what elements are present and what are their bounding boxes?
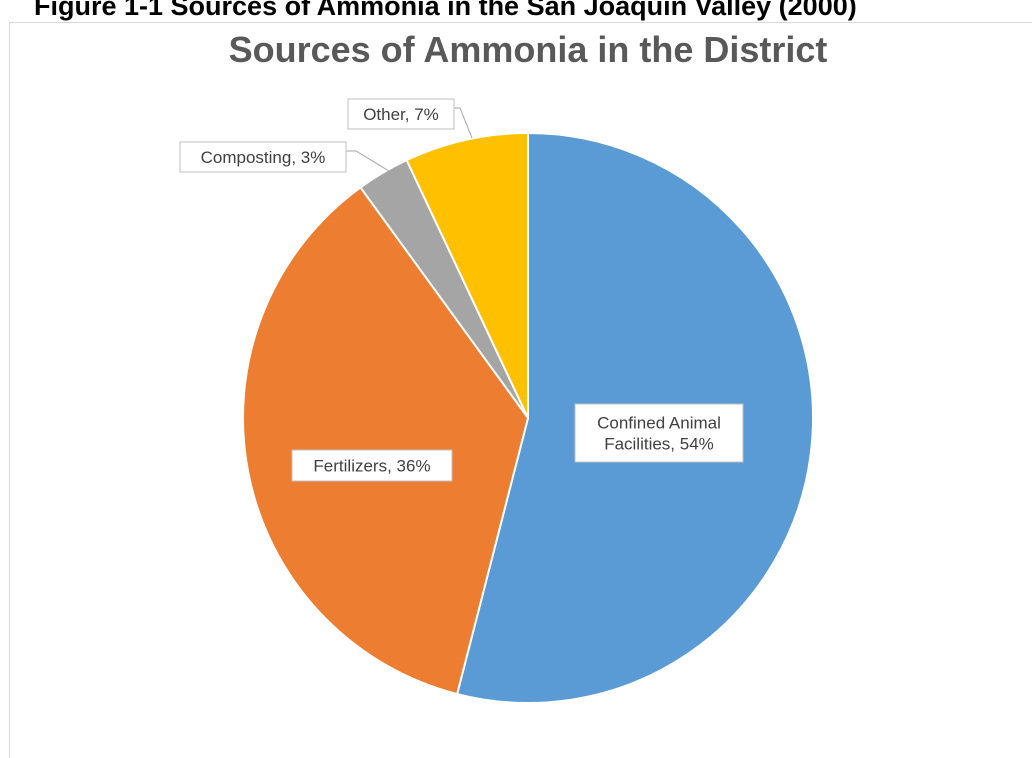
data-label-line: Fertilizers, 36% (313, 457, 430, 476)
data-label-fertilizers: Fertilizers, 36% (313, 457, 430, 476)
pie-slice-other (405, 131, 529, 419)
data-label-line: Composting, 3% (201, 148, 326, 167)
data-label-box-confined-animal-facilities (574, 403, 744, 463)
data-label-box-other (347, 98, 455, 130)
data-label-composting: Composting, 3% (201, 148, 326, 167)
chart-frame-top-border (9, 22, 1032, 23)
data-label-confined-animal-facilities: Confined Animal Facilities, 54% (597, 414, 721, 454)
data-label-box-composting (179, 141, 347, 173)
pie-slice-fertilizers (242, 186, 530, 696)
data-label-box-fertilizers (291, 449, 453, 482)
data-label-line: Confined Animal (597, 414, 721, 433)
callout-line-composting (346, 150, 390, 172)
chart-title: Sources of Ammonia in the District (228, 29, 828, 70)
chart-frame-left-border (9, 22, 10, 758)
data-label-line: Facilities, 54% (604, 435, 714, 454)
callout-line-other (454, 107, 473, 139)
figure-caption: Figure 1-1 Sources of Ammonia in the San… (34, 0, 857, 21)
data-label-line: Other, 7% (363, 105, 439, 124)
data-label-other: Other, 7% (363, 105, 439, 124)
